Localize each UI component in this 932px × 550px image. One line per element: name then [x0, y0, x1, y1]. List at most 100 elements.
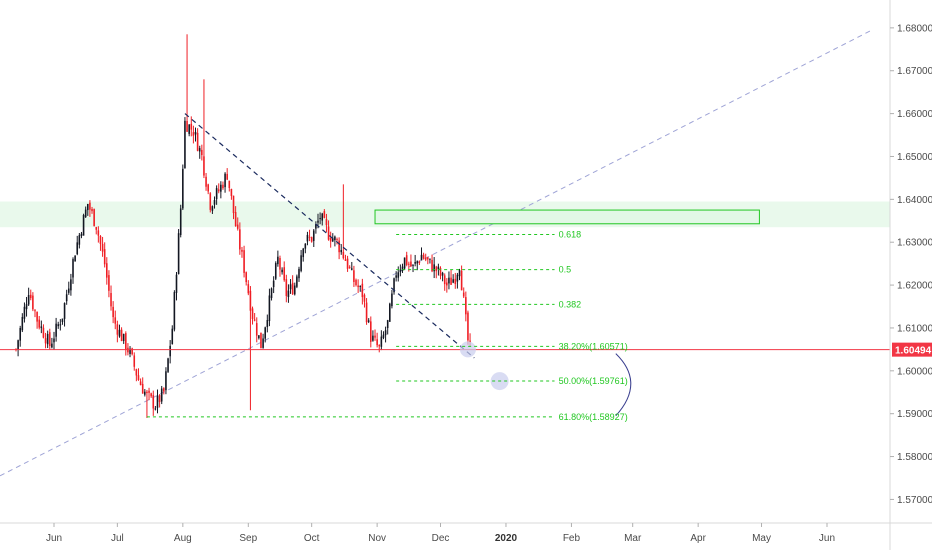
candle-body	[319, 218, 321, 220]
candle-body	[367, 320, 370, 322]
candle-body	[224, 173, 226, 188]
candle-body	[76, 242, 79, 255]
candle-body	[99, 236, 102, 244]
candle-body	[391, 293, 393, 307]
y-tick-label: 1.62000	[897, 281, 932, 292]
candle-body	[125, 333, 127, 350]
price-axis-ticks: 1.57000 1.58000 1.59000 1.60000 1.61000 1.620…	[890, 23, 932, 506]
candle-body	[414, 262, 416, 264]
candle-body	[450, 277, 452, 285]
candle-body	[293, 285, 296, 295]
candle-body	[70, 279, 72, 291]
candle-body	[51, 343, 53, 348]
candle-body	[255, 323, 258, 336]
x-tick-label: May	[752, 533, 771, 544]
fib-level-label: 0.5	[559, 265, 572, 275]
y-tick-label: 1.65000	[897, 152, 932, 163]
candle-body	[78, 235, 81, 245]
down-trendline	[184, 113, 475, 359]
candle-body	[230, 188, 233, 196]
candle-body	[363, 294, 366, 302]
candle-body	[412, 264, 414, 266]
candle-body	[53, 338, 55, 343]
candle-body	[186, 120, 188, 132]
candle-body	[89, 202, 91, 210]
candle-body	[236, 224, 239, 229]
candle-body	[228, 180, 231, 189]
candle-body	[462, 292, 465, 297]
candle-body	[370, 321, 372, 342]
candle-body	[441, 272, 444, 276]
candle-body	[222, 184, 224, 189]
candle-body	[133, 355, 136, 367]
y-tick-label: 1.68000	[897, 23, 932, 34]
candle-body	[325, 219, 328, 226]
fib-level-label: 38.20%(1.60571)	[559, 341, 628, 351]
x-tick-label: 2020	[495, 533, 518, 544]
candle-body	[25, 304, 28, 310]
candle-body	[350, 268, 353, 270]
candle-body	[171, 328, 174, 344]
candle-body	[38, 319, 41, 328]
long-trendline-line	[0, 29, 873, 477]
candle-body	[215, 188, 218, 200]
candle-body	[327, 226, 330, 240]
candle-body	[389, 303, 391, 322]
candle-body	[101, 243, 104, 252]
candle-body	[67, 288, 70, 293]
candle-body	[44, 338, 47, 344]
candle-body	[270, 288, 273, 298]
candle-body	[437, 266, 440, 270]
candle-body	[139, 381, 142, 386]
fib-level-label: 0.382	[559, 299, 582, 309]
candle-body	[338, 240, 340, 253]
candle-body	[173, 292, 176, 330]
resistance-zone-box	[374, 209, 760, 225]
x-tick-label: Oct	[304, 533, 320, 544]
candle-body	[399, 269, 402, 273]
candle-body	[422, 254, 425, 259]
candle-body	[300, 255, 302, 271]
candle-body	[264, 327, 266, 339]
candle-body	[348, 266, 351, 268]
candle-body	[209, 193, 212, 210]
candle-body	[137, 375, 140, 381]
current-price-value: 1.60494	[895, 346, 932, 357]
x-tick-label: Sep	[239, 533, 257, 544]
candle-body	[165, 371, 167, 391]
candle-body	[61, 318, 64, 323]
x-tick-label: Jun	[46, 533, 62, 544]
candle-body	[74, 255, 76, 262]
candle-body	[266, 320, 269, 328]
candle-body	[201, 149, 203, 156]
candle-body	[217, 189, 220, 192]
candle-body	[329, 237, 332, 242]
candle-body	[456, 274, 459, 282]
candle-body	[63, 303, 66, 319]
long-trendline	[0, 29, 873, 477]
candle-body	[469, 340, 471, 343]
candle-body	[29, 294, 32, 299]
candle-body	[410, 261, 412, 267]
candle-body	[346, 258, 349, 269]
candle-body	[203, 156, 205, 176]
candle-body	[281, 269, 283, 273]
chart-drawings	[0, 113, 890, 417]
y-tick-label: 1.61000	[897, 323, 932, 334]
candle-body	[148, 390, 150, 393]
candle-body	[331, 238, 334, 242]
candle-body	[150, 393, 152, 397]
candle-body	[239, 229, 241, 250]
candle-body	[19, 328, 22, 341]
candle-body	[334, 236, 336, 241]
candle-body	[429, 258, 431, 260]
candle-body	[380, 336, 383, 347]
candle-body	[355, 279, 357, 286]
candle-body	[27, 295, 30, 305]
candle-body	[458, 270, 461, 277]
candle-body	[160, 388, 163, 402]
candle-body	[207, 184, 209, 192]
candle-body	[32, 295, 34, 310]
